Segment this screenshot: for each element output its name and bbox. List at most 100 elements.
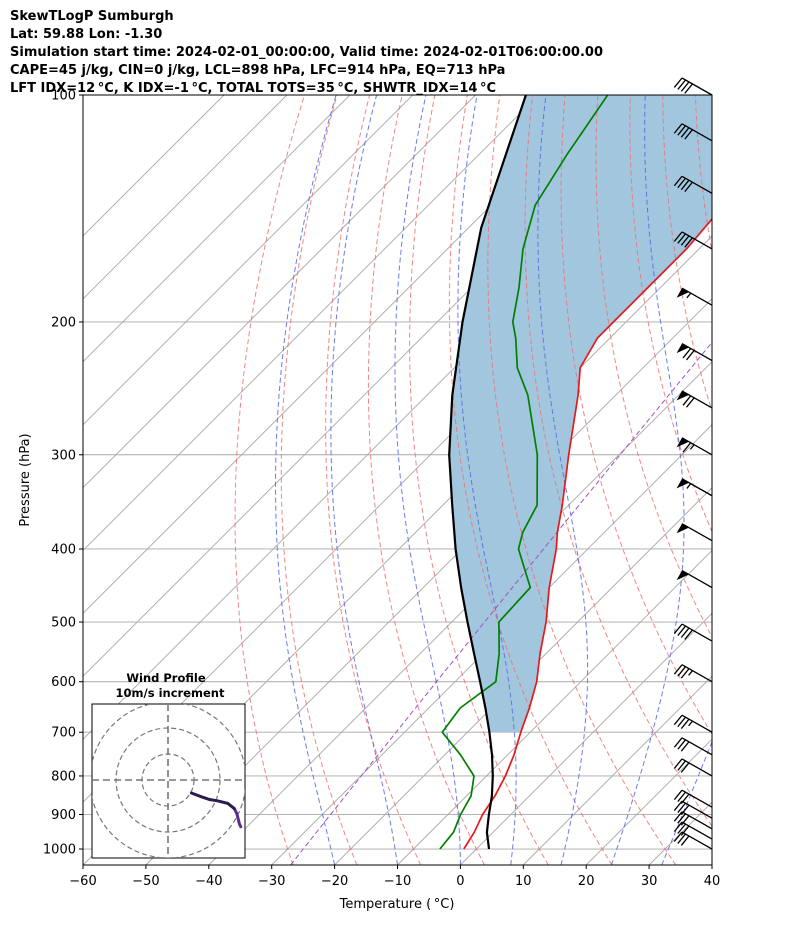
barb-full-tick [680, 179, 690, 191]
barb-staff [681, 821, 713, 840]
barb-staff [681, 390, 713, 409]
barb-staff [681, 664, 713, 683]
hodograph-trace-upper [189, 791, 236, 811]
barb-full-tick [686, 397, 695, 408]
dry-adiabat-line [524, 95, 712, 828]
dry-adiabat-line [409, 95, 549, 865]
barb-half-tick [686, 483, 692, 489]
plot-area [83, 78, 794, 865]
barb-full-tick [677, 716, 686, 728]
isotherm-line [522, 675, 712, 865]
x-tick-label: −60 [69, 874, 96, 889]
barb-full-tick [673, 231, 683, 242]
barb-staff [681, 758, 713, 777]
barb-full-tick [682, 395, 692, 406]
cape-region [449, 95, 712, 733]
barb-flag [676, 343, 689, 354]
time-subtitle: Simulation start time: 2024-02-01_00:00:… [10, 45, 603, 60]
x-tick-label: −20 [321, 874, 348, 889]
wind-barb [676, 569, 713, 589]
barb-staff [681, 737, 713, 756]
hodograph-trace-lower [232, 807, 243, 829]
moist-adiabat-line [275, 95, 337, 865]
y-tick-label: 900 [51, 808, 76, 823]
barb-full-tick [684, 83, 693, 94]
barb-staff [681, 800, 713, 819]
wind-barb [673, 811, 713, 830]
barb-full-tick [673, 737, 683, 748]
barb-full-tick [677, 760, 686, 771]
barb-staff [681, 287, 713, 306]
isotherm-line [83, 95, 476, 489]
x-axis-label: Temperature ( °C) [339, 897, 455, 912]
dry-adiabat-line [727, 78, 794, 865]
barb-half-tick [686, 292, 692, 299]
isotherm-line [83, 95, 602, 615]
wind-barb [673, 175, 713, 194]
wind-barb [673, 821, 713, 840]
barb-half-tick [688, 670, 693, 676]
barb-full-tick [680, 825, 690, 836]
dry-adiabat-line [487, 95, 677, 865]
y-tick-label: 300 [51, 448, 76, 463]
isotherm-line [83, 95, 414, 426]
barb-full-tick [673, 831, 683, 842]
barb-half-tick [689, 444, 695, 450]
y-tick-label: 700 [51, 726, 76, 741]
barb-full-tick [677, 739, 686, 750]
wind-barb [673, 231, 713, 250]
barb-flag [676, 570, 689, 581]
isotherm-line [334, 486, 712, 865]
barb-full-tick [677, 802, 686, 813]
isotherm-line [208, 361, 712, 865]
isotherm-line [83, 95, 288, 300]
wind-barb [673, 123, 713, 142]
barb-full-tick [684, 181, 693, 193]
barb-staff [681, 623, 713, 642]
wind-barb [676, 342, 713, 362]
barb-staff [681, 811, 713, 830]
barb-full-tick [673, 77, 683, 88]
barb-full-tick [680, 627, 690, 638]
wind-barb [676, 287, 713, 306]
cape-fill [449, 95, 712, 733]
barb-full-tick [677, 125, 686, 136]
barb-full-tick [686, 350, 695, 361]
barb-full-tick [680, 835, 690, 846]
isotherm-line [397, 549, 712, 865]
isotherm-line [83, 95, 351, 363]
chart-title: SkewTLogP Sumburgh [10, 9, 174, 24]
isotherm-line [83, 95, 539, 552]
barb-flag [676, 523, 689, 534]
x-tick-label: −40 [195, 874, 222, 889]
barb-full-tick [680, 668, 690, 679]
dry-adiabat-line [367, 95, 485, 865]
wind-barb [673, 800, 713, 819]
wind-barb [673, 664, 713, 683]
x-tick-label: 0 [456, 874, 464, 889]
barb-flag [676, 478, 689, 489]
barb-full-tick [677, 813, 686, 824]
barb-staff [681, 77, 713, 96]
barb-full-tick [673, 789, 683, 801]
barb-full-tick [677, 823, 686, 834]
hodograph-plot [92, 704, 245, 858]
dry-adiabat-line [759, 78, 794, 865]
wind-barb [676, 437, 713, 456]
x-tick-label: −30 [258, 874, 285, 889]
barb-flag [676, 288, 689, 298]
barb-full-tick [680, 815, 690, 826]
barb-staff [681, 231, 713, 250]
barb-full-tick [677, 666, 686, 677]
barb-full-tick [684, 237, 693, 248]
barb-full-tick [680, 793, 690, 804]
barb-full-tick [677, 79, 686, 90]
dry-adiabat-line [280, 95, 358, 865]
wind-barb [676, 478, 713, 497]
location-subtitle: Lat: 59.88 Lon: -1.30 [10, 27, 163, 42]
cape-subtitle: CAPE=45 j/kg, CIN=0 j/kg, LCL=898 hPa, L… [10, 63, 506, 78]
barb-full-tick [673, 811, 683, 822]
barb-full-tick [680, 81, 690, 92]
parcel-profile-line [448, 95, 527, 850]
